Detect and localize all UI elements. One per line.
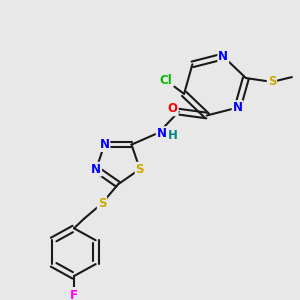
Text: Cl: Cl [160,74,172,87]
Text: N: N [232,101,243,114]
Text: O: O [168,102,178,115]
Text: N: N [100,138,110,151]
Text: S: S [268,75,276,88]
Text: N: N [91,163,101,176]
Text: N: N [218,50,228,63]
Text: F: F [70,289,78,300]
Text: S: S [136,163,144,176]
Text: N: N [157,127,167,140]
Text: H: H [168,129,178,142]
Text: S: S [98,197,106,210]
